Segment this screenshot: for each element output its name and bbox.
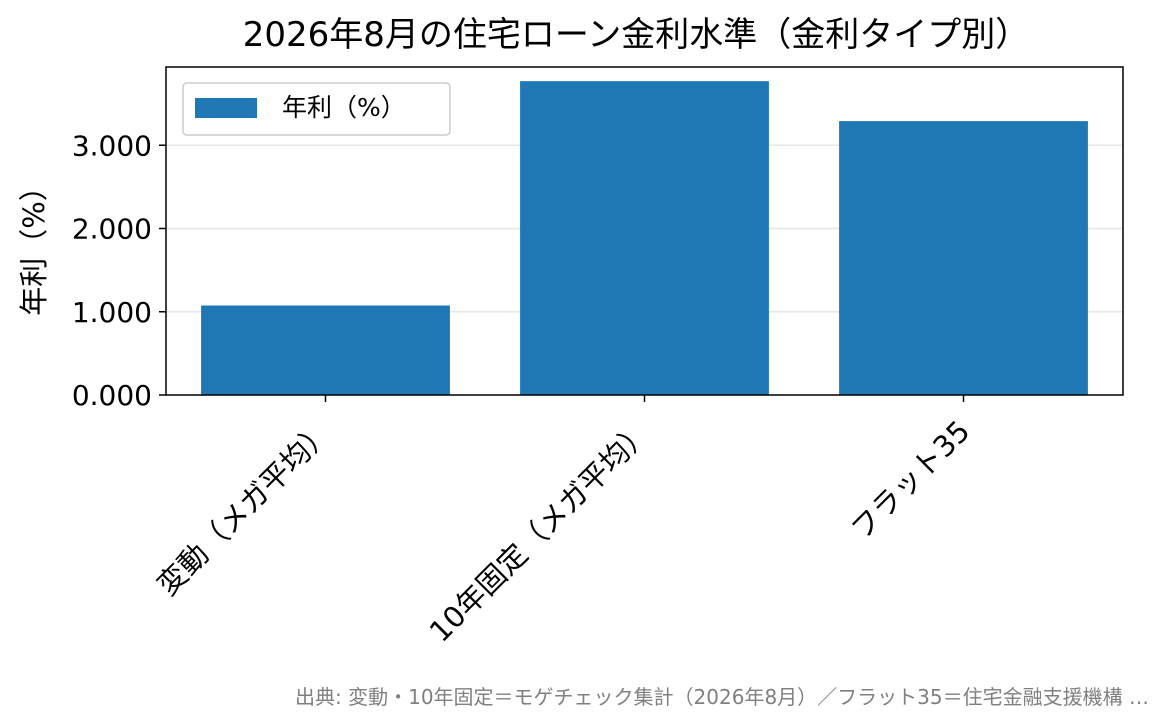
legend-label: 年利（%） <box>282 93 406 122</box>
legend-swatch <box>195 98 257 118</box>
bar <box>201 305 450 395</box>
legend-box <box>182 82 451 136</box>
chart-title: 2026年8月の住宅ローン金利水準（金利タイプ別） <box>243 15 1029 55</box>
source-note: 出典: 変動・10年固定＝モゲチェック集計（2026年8月）／フラット35＝住宅… <box>295 685 1149 709</box>
bars <box>201 81 1088 396</box>
y-tick-label: 1.000 <box>72 296 152 329</box>
x-axis-ticks: 変動（メガ平均） 10年固定（メガ平均） フラット35 <box>150 395 976 649</box>
bar <box>839 121 1088 396</box>
y-tick-label: 3.000 <box>72 129 152 162</box>
x-tick-label: 変動（メガ平均） <box>150 414 338 602</box>
y-tick-label: 2.000 <box>72 213 152 246</box>
legend: 年利（%） <box>182 82 451 136</box>
x-tick-label: フラット35 <box>844 414 976 546</box>
bar <box>520 81 769 395</box>
x-tick-label: 10年固定（メガ平均） <box>423 414 658 649</box>
y-tick-label: 0.000 <box>72 379 152 412</box>
y-axis-ticks: 0.000 1.000 2.000 3.000 <box>72 129 166 412</box>
y-axis-label: 年利（%） <box>17 172 51 316</box>
